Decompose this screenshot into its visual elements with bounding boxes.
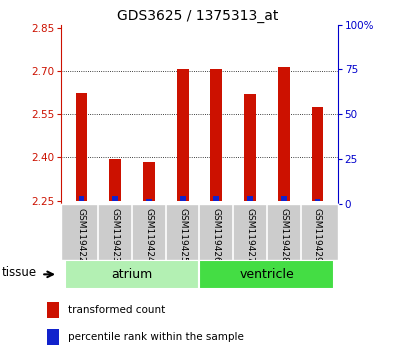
Text: transformed count: transformed count xyxy=(68,305,166,315)
Text: GSM119424: GSM119424 xyxy=(145,208,153,263)
Bar xyxy=(146,199,152,201)
Bar xyxy=(143,162,155,201)
Text: GSM119425: GSM119425 xyxy=(178,208,187,263)
Bar xyxy=(247,196,253,201)
Text: GDS3625 / 1375313_at: GDS3625 / 1375313_at xyxy=(117,9,278,23)
Bar xyxy=(112,196,118,201)
Bar xyxy=(75,92,87,201)
Text: percentile rank within the sample: percentile rank within the sample xyxy=(68,332,244,342)
Bar xyxy=(47,302,59,318)
Text: GSM119423: GSM119423 xyxy=(111,208,120,263)
Text: ventricle: ventricle xyxy=(239,268,294,281)
Text: atrium: atrium xyxy=(111,268,152,281)
Text: GSM119426: GSM119426 xyxy=(212,208,221,263)
Text: GSM119429: GSM119429 xyxy=(313,208,322,263)
Bar xyxy=(314,199,320,201)
Bar xyxy=(244,94,256,201)
Text: GSM119428: GSM119428 xyxy=(279,208,288,263)
Text: tissue: tissue xyxy=(2,266,37,279)
Bar xyxy=(65,260,199,289)
Bar xyxy=(213,196,219,201)
Bar xyxy=(79,196,85,201)
Bar xyxy=(177,69,188,201)
Bar xyxy=(199,260,334,289)
Text: GSM119427: GSM119427 xyxy=(246,208,254,263)
Bar xyxy=(47,329,59,345)
Bar xyxy=(278,67,290,201)
Text: GSM119422: GSM119422 xyxy=(77,208,86,263)
Bar xyxy=(109,159,121,201)
Bar xyxy=(312,107,324,201)
Bar xyxy=(211,69,222,201)
Bar xyxy=(180,196,186,201)
Bar xyxy=(281,196,287,201)
